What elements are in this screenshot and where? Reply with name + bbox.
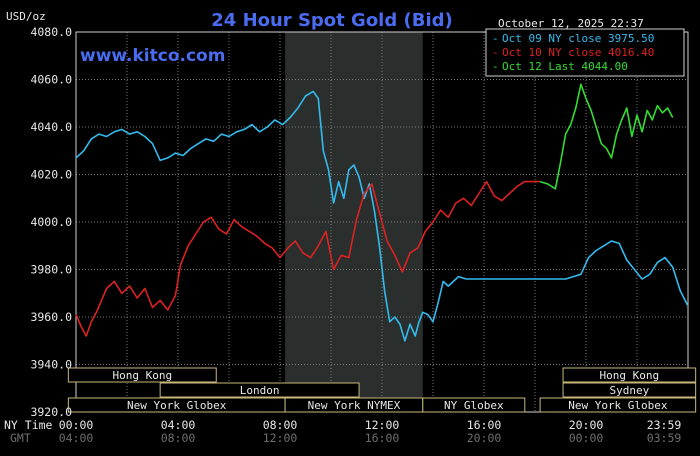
- x-tick-label-ny: 16:00: [467, 418, 502, 432]
- y-tick-label: 3940.0: [30, 358, 72, 372]
- x-tick-label-gmt: 04:00: [59, 431, 94, 445]
- x-tick-label-ny: 20:00: [569, 418, 604, 432]
- x-row-label-ny: NY Time: [4, 418, 53, 432]
- session-label: Hong Kong: [112, 369, 172, 382]
- y-tick-label: 4040.0: [30, 120, 72, 134]
- legend-entry: Oct 12 Last 4044.00: [502, 60, 628, 73]
- session-label: Hong Kong: [600, 369, 660, 382]
- x-tick-label-gmt: 16:00: [365, 431, 400, 445]
- x-tick-label-ny: 00:00: [59, 418, 94, 432]
- y-tick-label: 3980.0: [30, 263, 72, 277]
- session-label: New York Globex: [568, 399, 668, 412]
- series-line: [75, 90, 689, 342]
- legend: - Oct 09 NY close 3975.50- Oct 10 NY close…: [492, 32, 654, 73]
- x-axis-tick-labels: 00:0004:0004:0008:0008:0012:0012:0016:00…: [59, 418, 682, 445]
- series-line: [75, 180, 541, 337]
- y-axis-tick-labels: 3920.0 3940.0 3960.0 3980.0 4000.0 4020.0 4040…: [30, 25, 72, 419]
- y-tick-label: 4060.0: [30, 73, 72, 87]
- session-box: [67, 367, 217, 383]
- brand-watermark: www.kitco.com: [80, 46, 225, 66]
- chart-title: 24 Hour Spot Gold (Bid): [211, 10, 452, 31]
- legend-entry: Oct 10 NY close 4016.40: [502, 46, 654, 59]
- y-tick-label: 4020.0: [30, 168, 72, 182]
- session-label: New York Globex: [127, 399, 227, 412]
- session-box: [562, 382, 697, 398]
- session-label: London: [240, 384, 280, 397]
- legend-bullet: -: [492, 32, 499, 45]
- session-label: Sydney: [609, 384, 649, 397]
- x-tick-label-gmt: 03:59: [647, 431, 682, 445]
- x-tick-label-gmt: 12:00: [263, 431, 298, 445]
- x-tick-label-ny: 08:00: [263, 418, 298, 432]
- session-box: [562, 367, 697, 383]
- legend-bullet: -: [492, 46, 499, 59]
- price-series: [75, 83, 689, 342]
- legend-box: [485, 28, 685, 77]
- session-label: NY Globex: [444, 399, 504, 412]
- series-line: [539, 83, 674, 190]
- legend-bullet: -: [492, 60, 499, 73]
- y-tick-label: 4000.0: [30, 215, 72, 229]
- market-sessions: Hong Kong London New York Globex New York N…: [67, 367, 697, 413]
- y-tick-label: 4080.0: [30, 25, 72, 39]
- session-box: [159, 382, 360, 398]
- nymex-shaded-region: [285, 32, 423, 412]
- y-unit-label: USD/oz: [6, 10, 46, 23]
- x-tick-label-ny: 04:00: [161, 418, 196, 432]
- x-tick-label-gmt: 20:00: [467, 431, 502, 445]
- y-tick-label: 3920.0: [30, 405, 72, 419]
- legend-entry: Oct 09 NY close 3975.50: [502, 32, 654, 45]
- x-tick-label-ny: 12:00: [365, 418, 400, 432]
- y-tick-label: 3960.0: [30, 310, 72, 324]
- timestamp: October 12, 2025 22:37: [498, 17, 644, 30]
- session-box: [539, 397, 697, 413]
- session-box: [422, 397, 526, 413]
- x-row-label-gmt: GMT: [10, 431, 31, 445]
- x-tick-label-gmt: 00:00: [569, 431, 604, 445]
- x-tick-label-gmt: 08:00: [161, 431, 196, 445]
- session-label: New York NYMEX: [308, 399, 401, 412]
- x-tick-label-ny: 23:59: [647, 418, 682, 432]
